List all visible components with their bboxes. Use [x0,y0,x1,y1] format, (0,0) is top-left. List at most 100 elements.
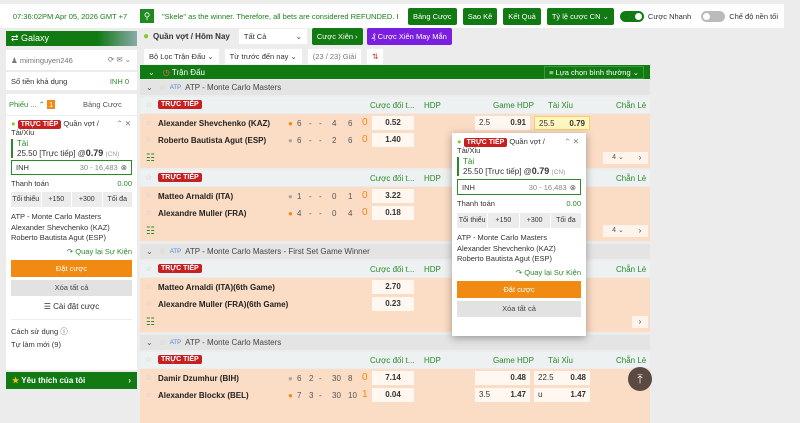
chevron-down-icon[interactable]: ⌄ [146,338,153,347]
collapse-close-icons[interactable]: ⌃ ✕ [116,119,131,128]
howto-link[interactable]: Cách sử dụng ⓘ [11,318,132,337]
moneyline-odds[interactable]: 2.70 [372,280,414,294]
quick-max[interactable]: Tối đa [102,192,132,207]
quick-150[interactable]: +150 [41,192,71,207]
moneyline-odds[interactable]: 7.14 [372,371,414,385]
balance-value: INH 0 [109,77,129,86]
place-bet-button[interactable]: Đặt cược [457,280,581,298]
back-to-event-link[interactable]: ↷ Quay lại Sự Kiện [515,267,581,277]
star-icon[interactable]: ☆ [145,191,153,200]
bet-settings-button[interactable]: ☰ Cài đặt cược [43,301,100,311]
chevron-down-icon[interactable]: ⌄ [148,67,155,77]
star-icon[interactable]: ☆ [145,282,153,291]
quick-150[interactable]: +150 [488,213,519,228]
score-cell: 0 [332,192,337,201]
star-icon[interactable]: ☆ [145,299,153,308]
favorites-bar[interactable]: ★ Yêu thích của tôi › [6,372,137,389]
moneyline-odds[interactable]: 0.18 [372,206,414,220]
ou-price: 0.48 [570,373,586,382]
back-to-event-link[interactable]: ↷ Quay lại Sự Kiện [66,246,132,256]
league-header[interactable]: ⌄ ☆ ATP ATP - Monte Carlo Masters [140,80,650,95]
star-icon[interactable]: ☆ [158,83,166,92]
tab-bet-slip[interactable]: Phiếu ... ⌃ 1 [9,100,56,109]
quick-min[interactable]: Tối thiểu [11,192,41,207]
star-icon[interactable]: ☆ [145,373,153,382]
moneyline-odds[interactable]: 0.04 [372,388,414,402]
star-icon[interactable]: ☆ [145,100,153,109]
lucky-parlay-button[interactable]: ₰ Cược Xiên May Mắn [366,27,452,45]
over-under-odds[interactable]: 22.5 0.48 [534,371,590,385]
fast-bet-toggle[interactable] [619,10,644,22]
clear-all-button[interactable]: Xóa tất cả [457,300,581,317]
star-icon[interactable]: ☆ [145,118,153,127]
collapse-close-icons[interactable]: ⌃ ✕ [564,137,579,146]
moneyline-odds[interactable]: 0.52 [372,116,414,130]
star-icon[interactable]: ☆ [158,247,166,256]
dark-mode-toggle[interactable] [701,10,726,22]
game-hdp-odds[interactable]: 3.5 1.47 [475,388,530,402]
star-icon[interactable]: ☆ [145,135,153,144]
odds-type-dropdown[interactable]: Tỷ lệ cược CN ⌄ [546,7,614,25]
quick-300[interactable]: +300 [519,213,550,228]
search-button[interactable]: ⚲ [140,9,154,23]
quick-300[interactable]: +300 [72,192,102,207]
quick-max[interactable]: Tối đa [550,213,581,228]
next-arrow-button[interactable]: › [632,316,648,328]
star-icon[interactable]: ☆ [145,173,153,182]
over-under-odds[interactable]: u 1.47 [534,388,590,402]
more-markets-dropdown[interactable]: 4 ⌄ [603,225,633,237]
next-arrow-button[interactable]: › [632,225,648,237]
statement-button[interactable]: Sao Kê [462,7,498,25]
star-icon[interactable]: ☆ [158,338,166,347]
auto-refresh[interactable]: Tự làm mới (9) [11,339,61,349]
bet-list-button[interactable]: Bảng Cược [407,7,457,25]
quick-min[interactable]: Tối thiểu [457,213,488,228]
moneyline-odds[interactable]: 0.23 [372,297,414,311]
column-header: HDP [424,265,441,274]
results-button[interactable]: Kết Quả [503,7,541,25]
place-bet-button[interactable]: Đặt cược [11,259,132,277]
score-cell: - [309,136,312,145]
chevron-down-icon[interactable]: ⌄ [146,83,153,92]
game-hdp-odds[interactable]: 0.48 [475,371,530,385]
tab-bet-list[interactable]: Bảng Cược [83,100,122,109]
chevron-down-icon[interactable]: ⌄ [146,247,153,256]
clear-all-button[interactable]: Xóa tất cả [11,279,132,296]
stats-icon[interactable]: ☷ [146,153,155,164]
stats-icon[interactable]: ☷ [146,226,155,237]
score-cell: - [319,119,322,128]
stake-input[interactable]: INH 30 - 16,483 ⊗ [11,160,132,175]
more-markets-dropdown[interactable]: 4 ⌄ [603,152,633,164]
score-cell: 30 [332,374,341,383]
clear-input-icon[interactable]: ⊗ [569,182,576,192]
game-hdp-odds[interactable]: 2.5 0.91 [475,116,530,130]
moneyline-odds[interactable]: 3.22 [372,189,414,203]
moneyline-odds[interactable]: 1.40 [372,133,414,147]
star-icon[interactable]: ☆ [145,355,153,364]
clear-input-icon[interactable]: ⊗ [120,163,127,172]
time-filter-dropdown[interactable]: Từ trước đến nay ⌄ [223,48,303,65]
popup-stake-input[interactable]: INH 30 - 16,483 ⊗ [457,179,581,195]
popup-market: Quần vợt / [509,137,545,146]
payout-value: 0.00 [566,199,581,208]
stats-icon[interactable]: ☷ [146,317,155,328]
score-cell: 6 [348,119,353,128]
user-actions[interactable]: ⟳ ✉ ⌄ [107,55,131,64]
star-icon[interactable]: ☆ [145,390,153,399]
galaxy-banner[interactable]: ⇄ Galaxy [6,31,137,46]
next-arrow-button[interactable]: › [632,152,648,164]
over-under-odds[interactable]: 25.5 0.79 [534,116,590,130]
bet-slip-panel: Phiếu ... ⌃ 1 Bảng Cược ● TRỰC TIẾP Quần… [6,94,137,370]
view-mode-dropdown[interactable]: ≡ Lựa chọn bình thường ⌄ [544,65,644,79]
league-header[interactable]: ⌄ ☆ ATP ATP - Monte Carlo Masters [140,335,650,350]
market-filter-dropdown[interactable]: Tất Cả ⌄ [237,27,308,45]
scroll-to-top-button[interactable]: ⤒ [628,367,652,391]
slip-market: Quần vợt / [63,119,99,128]
parlay-button[interactable]: Cược Xiên › [311,27,363,45]
score-cell: 2 [332,136,337,145]
star-icon[interactable]: ☆ [145,208,153,217]
sort-icon[interactable]: ⇅ [366,48,385,65]
league-count-button[interactable]: (23 / 23) Giải [306,48,363,65]
match-filter-dropdown[interactable]: Bộ Lọc Trận Đấu ⌄ [143,48,220,65]
star-icon[interactable]: ☆ [145,264,153,273]
